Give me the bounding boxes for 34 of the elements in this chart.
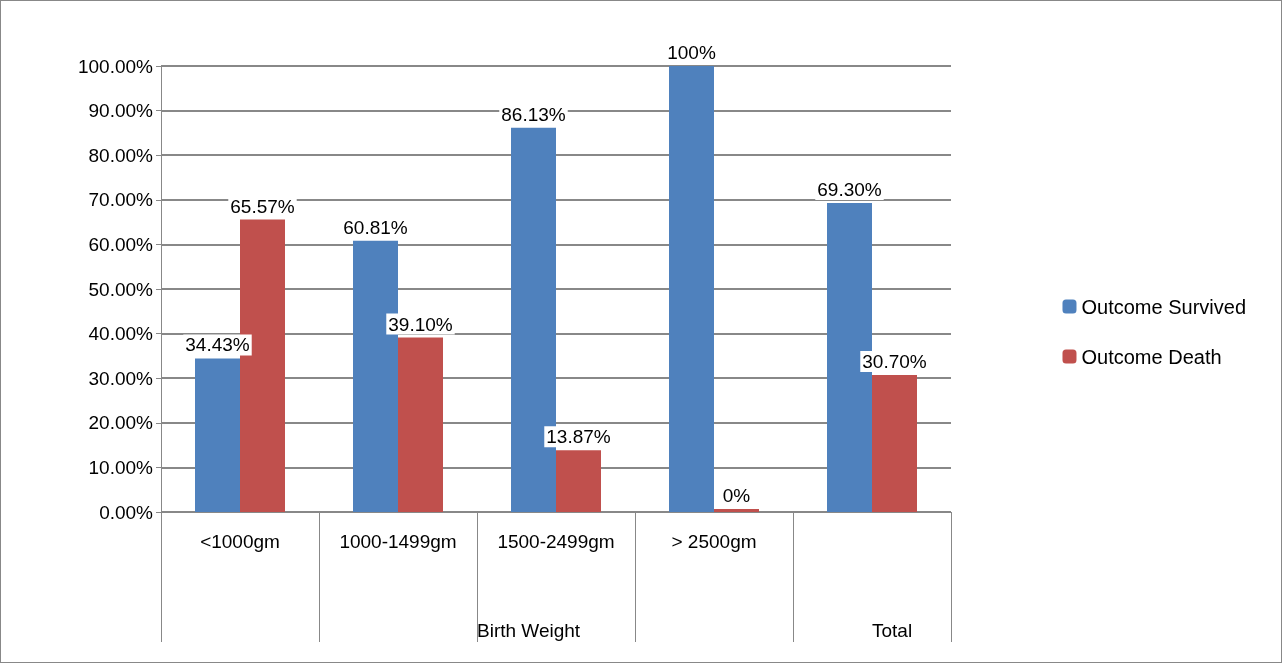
data-label: 65.57%	[230, 195, 295, 217]
data-label: 69.30%	[817, 178, 882, 200]
y-tick-label: 100.00%	[77, 55, 154, 77]
x-tick-label: <1000gm	[200, 531, 280, 552]
bar	[556, 450, 601, 512]
y-tick-label: 80.00%	[88, 144, 154, 166]
data-label: 100%	[667, 42, 716, 63]
x-tick-label: 1000-1499gm	[339, 531, 457, 552]
y-tick-label: 40.00%	[88, 323, 154, 345]
y-tick-label: 20.00%	[88, 412, 154, 434]
y-tick-label: 60.00%	[88, 233, 154, 255]
data-label: 13.87%	[546, 426, 611, 448]
bar	[669, 66, 714, 512]
data-label: 60.81%	[343, 216, 408, 238]
data-label: 39.10%	[388, 313, 453, 335]
bar	[398, 337, 443, 512]
y-tick-label: 30.00%	[88, 367, 154, 389]
y-tick-label: 10.00%	[88, 456, 154, 478]
bar	[195, 358, 240, 512]
legend-label: Outcome Death	[1081, 345, 1222, 368]
y-tick-label: 0.00%	[99, 501, 154, 523]
y-tick-label: 70.00%	[88, 189, 154, 211]
bar	[872, 375, 917, 512]
data-label: 30.70%	[862, 351, 927, 373]
x-tick-label: > 2500gm	[671, 531, 757, 552]
y-tick-label: 90.00%	[88, 100, 154, 122]
legend-label: Outcome Survived	[1081, 295, 1246, 318]
data-label: 86.13%	[501, 103, 566, 125]
data-label: 34.43%	[185, 334, 250, 356]
y-tick-label: 50.00%	[88, 278, 154, 300]
text: Birth Weight	[477, 620, 581, 641]
text: Total	[872, 620, 913, 641]
data-label: 0%	[722, 485, 751, 506]
x-tick-label: 1500-2499gm	[497, 531, 615, 552]
